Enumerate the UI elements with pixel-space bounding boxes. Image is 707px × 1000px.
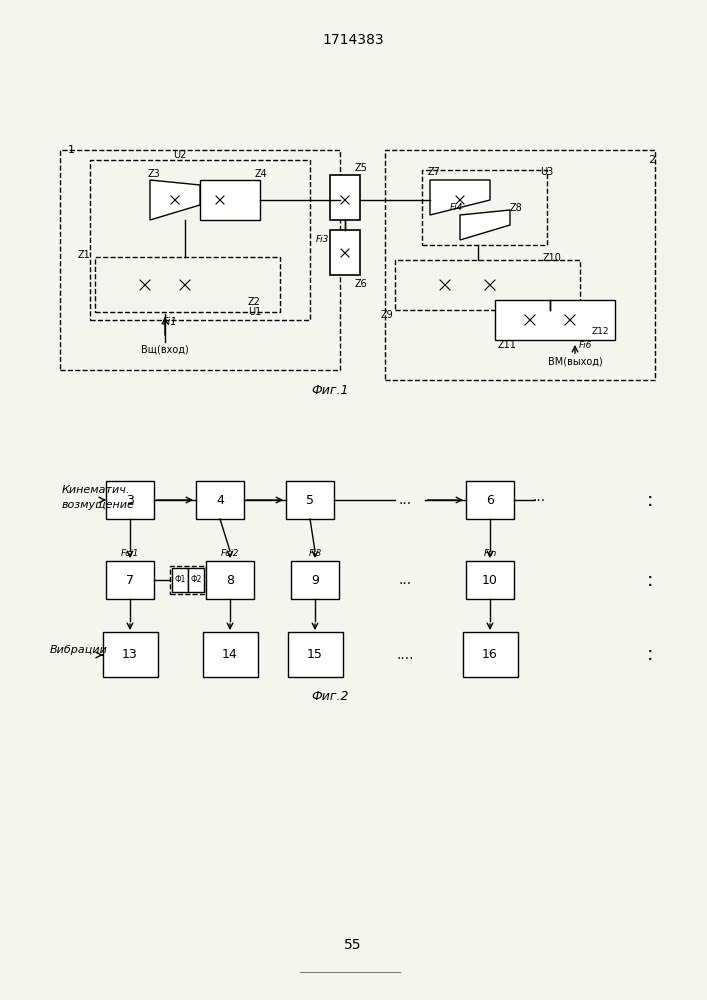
Text: Фиг.2: Фиг.2 xyxy=(311,690,349,704)
Text: Z6: Z6 xyxy=(355,279,368,289)
Text: Фиг.1: Фиг.1 xyxy=(311,383,349,396)
Text: 7: 7 xyxy=(126,574,134,586)
Text: Кинематич.: Кинематич. xyxy=(62,485,130,495)
Bar xyxy=(422,170,547,245)
Bar xyxy=(172,568,188,592)
Bar xyxy=(498,303,612,337)
Bar xyxy=(286,481,334,519)
Text: 10: 10 xyxy=(482,574,498,586)
Text: Z8: Z8 xyxy=(510,203,522,213)
Text: Z2: Z2 xyxy=(248,297,261,307)
Bar xyxy=(466,561,514,599)
Bar xyxy=(196,481,244,519)
Text: 4: 4 xyxy=(216,493,224,506)
Text: Z5: Z5 xyxy=(355,163,368,173)
Bar xyxy=(466,481,514,519)
Text: :: : xyxy=(647,490,653,510)
Text: Z3: Z3 xyxy=(148,169,160,179)
Bar xyxy=(60,150,340,370)
Bar xyxy=(90,160,310,320)
Text: 55: 55 xyxy=(344,938,362,952)
Text: 8: 8 xyxy=(226,574,234,586)
Text: Z1: Z1 xyxy=(77,250,90,260)
Bar xyxy=(385,150,655,380)
Text: Z9: Z9 xyxy=(380,310,393,320)
Text: Вибрации: Вибрации xyxy=(50,645,108,655)
Text: возмущение: возмущение xyxy=(62,500,135,510)
Text: Fci2: Fci2 xyxy=(221,548,239,558)
Bar xyxy=(395,260,580,310)
Text: 9: 9 xyxy=(311,574,319,586)
Bar xyxy=(206,561,254,599)
Bar xyxy=(463,632,518,677)
Bar xyxy=(330,175,360,220)
Bar xyxy=(330,230,360,275)
Text: U1: U1 xyxy=(248,307,262,317)
Text: Fi4: Fi4 xyxy=(450,202,462,212)
Bar xyxy=(200,180,260,220)
Text: 14: 14 xyxy=(222,648,238,662)
Text: U2: U2 xyxy=(173,150,187,160)
Text: ...: ... xyxy=(532,490,546,504)
Text: Ф2: Ф2 xyxy=(190,576,201,584)
Bar xyxy=(291,561,339,599)
Text: :: : xyxy=(647,570,653,589)
Text: Fi6: Fi6 xyxy=(578,340,592,350)
Bar xyxy=(495,300,615,340)
Text: :: : xyxy=(647,646,653,664)
Text: 15: 15 xyxy=(307,648,323,662)
Text: Fi3: Fi3 xyxy=(315,235,329,244)
Text: 1714383: 1714383 xyxy=(322,33,384,47)
Text: Вщ(вход): Вщ(вход) xyxy=(141,345,189,355)
Text: ....: .... xyxy=(396,648,414,662)
Text: Z12: Z12 xyxy=(591,328,609,336)
Text: Fi1: Fi1 xyxy=(163,317,177,327)
Bar xyxy=(288,632,343,677)
Bar xyxy=(188,568,204,592)
Bar xyxy=(106,481,154,519)
Text: Fi3: Fi3 xyxy=(308,548,322,558)
Text: ...: ... xyxy=(399,493,411,507)
Text: Ф1: Ф1 xyxy=(175,576,186,584)
Text: Z11: Z11 xyxy=(498,340,517,350)
Bar xyxy=(203,632,258,677)
Text: Z10: Z10 xyxy=(543,253,562,263)
Polygon shape xyxy=(150,180,200,220)
Text: Fci1: Fci1 xyxy=(121,548,139,558)
Bar xyxy=(103,632,158,677)
Bar xyxy=(106,561,154,599)
Polygon shape xyxy=(460,210,510,240)
Text: 16: 16 xyxy=(482,648,498,662)
Text: 3: 3 xyxy=(126,493,134,506)
Text: Z7: Z7 xyxy=(428,167,441,177)
Text: 6: 6 xyxy=(486,493,494,506)
Polygon shape xyxy=(430,180,490,215)
Text: 1: 1 xyxy=(68,145,75,155)
Text: ВМ(выход): ВМ(выход) xyxy=(548,357,602,367)
Text: U3: U3 xyxy=(540,167,554,177)
Text: 2: 2 xyxy=(648,155,655,165)
Bar xyxy=(170,566,206,594)
Text: 5: 5 xyxy=(306,493,314,506)
Text: Fin: Fin xyxy=(484,548,497,558)
Text: ...: ... xyxy=(399,573,411,587)
Text: 13: 13 xyxy=(122,648,138,662)
Text: Z4: Z4 xyxy=(255,169,268,179)
Bar xyxy=(95,257,280,312)
